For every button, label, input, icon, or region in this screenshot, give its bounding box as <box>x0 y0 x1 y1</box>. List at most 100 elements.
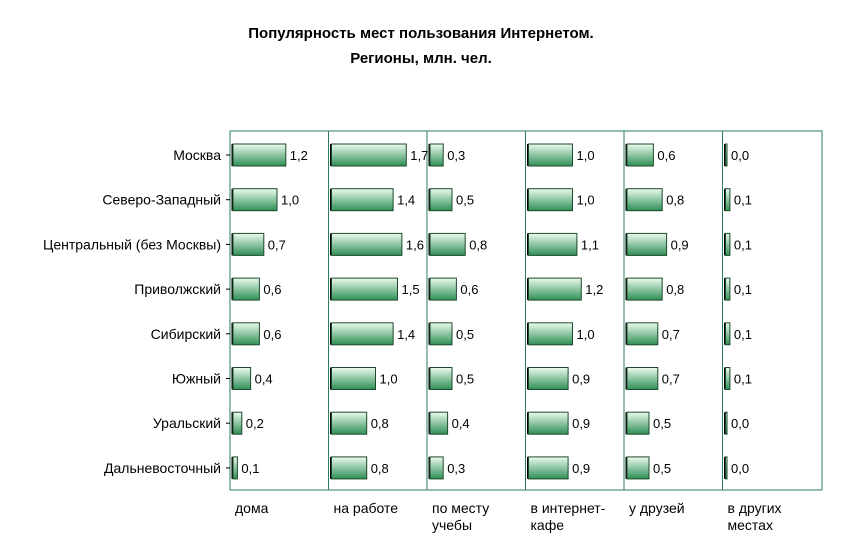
bar <box>725 456 728 480</box>
value-label: 0,1 <box>734 327 752 342</box>
value-label: 0,1 <box>734 237 752 252</box>
value-label: 0,9 <box>572 461 590 476</box>
value-label: 1,0 <box>281 193 299 208</box>
bar <box>626 277 663 301</box>
bar <box>528 367 569 390</box>
value-label: 0,5 <box>653 416 671 431</box>
value-label: 0,8 <box>371 461 389 476</box>
bar <box>232 188 278 212</box>
category-label: Южный <box>172 371 221 387</box>
bar <box>331 322 394 346</box>
value-label: 0,2 <box>246 416 264 431</box>
value-label: 0,9 <box>572 416 590 431</box>
category-label: Приволжский <box>134 281 221 297</box>
bar <box>528 277 582 301</box>
plot-area: Москва Северо-Западный Центральный (без Мо… <box>43 130 823 533</box>
bar <box>725 277 731 301</box>
category-label: Центральный (без Москвы) <box>43 236 221 252</box>
value-label: 1,0 <box>577 327 595 342</box>
value-label: 0,3 <box>447 148 465 163</box>
value-label: 0,7 <box>268 237 286 252</box>
bar <box>626 143 654 167</box>
group-label: у друзей <box>629 500 685 516</box>
value-label: 1,7 <box>410 148 428 163</box>
value-label: 0,0 <box>731 461 749 476</box>
bar <box>232 277 260 301</box>
category-label: Москва <box>173 147 221 163</box>
bar <box>429 232 466 256</box>
value-label: 1,5 <box>402 282 420 297</box>
bar <box>429 188 453 212</box>
bar <box>725 232 731 256</box>
group-label: в интернет- <box>531 500 606 516</box>
bar <box>429 411 449 435</box>
bar <box>725 411 728 435</box>
bar <box>232 322 260 346</box>
value-label: 0,5 <box>653 461 671 476</box>
bar <box>528 456 569 480</box>
value-label: 1,0 <box>380 372 398 387</box>
bar <box>626 411 650 435</box>
value-label: 1,2 <box>585 282 603 297</box>
bar <box>429 367 453 390</box>
bar <box>725 188 731 212</box>
bar <box>429 277 457 301</box>
bar <box>725 143 728 167</box>
bar <box>232 232 265 256</box>
value-label: 0,5 <box>456 372 474 387</box>
value-label: 0,5 <box>456 193 474 208</box>
value-label: 0,1 <box>241 461 259 476</box>
chart-subtitle: Регионы, млн. чел. <box>350 50 492 67</box>
value-label: 0,6 <box>657 148 675 163</box>
bar <box>232 411 243 435</box>
bar <box>528 188 573 212</box>
bar <box>331 232 403 256</box>
value-label: 0,7 <box>662 372 680 387</box>
group-label: дома <box>235 500 269 516</box>
bar <box>626 367 659 390</box>
bar <box>429 456 444 480</box>
value-label: 0,8 <box>371 416 389 431</box>
value-label: 0,7 <box>662 327 680 342</box>
group-label: на работе <box>334 500 399 516</box>
bar <box>429 143 444 167</box>
value-label: 0,6 <box>263 282 281 297</box>
bar <box>331 277 398 301</box>
bar <box>331 367 376 390</box>
group-label: местах <box>728 517 773 533</box>
bar <box>626 188 663 212</box>
bar <box>429 322 453 346</box>
bar <box>626 232 668 256</box>
bar <box>528 143 573 167</box>
group-label: учебы <box>432 517 472 533</box>
value-label: 0,4 <box>452 416 470 431</box>
bar <box>725 367 731 390</box>
bar <box>331 411 368 435</box>
value-label: 0,1 <box>734 193 752 208</box>
value-label: 0,1 <box>734 282 752 297</box>
chart-title: Популярность мест пользования Интернетом… <box>248 25 593 42</box>
bar <box>232 367 252 390</box>
value-label: 1,1 <box>581 237 599 252</box>
value-label: 0,6 <box>460 282 478 297</box>
value-label: 0,6 <box>263 327 281 342</box>
value-label: 0,9 <box>572 372 590 387</box>
value-label: 1,0 <box>577 193 595 208</box>
value-label: 1,4 <box>397 193 415 208</box>
value-label: 1,4 <box>397 327 415 342</box>
bar <box>528 232 578 256</box>
bar <box>232 456 238 480</box>
category-label: Уральский <box>153 415 221 431</box>
value-label: 0,1 <box>734 372 752 387</box>
bar <box>331 143 407 167</box>
group-label: в других <box>728 500 782 516</box>
value-label: 0,3 <box>447 461 465 476</box>
value-label: 0,8 <box>469 237 487 252</box>
value-label: 0,9 <box>671 237 689 252</box>
group-label: кафе <box>531 517 565 533</box>
bar <box>626 322 659 346</box>
value-label: 0,5 <box>456 327 474 342</box>
bar <box>331 456 368 480</box>
bar <box>528 411 569 435</box>
